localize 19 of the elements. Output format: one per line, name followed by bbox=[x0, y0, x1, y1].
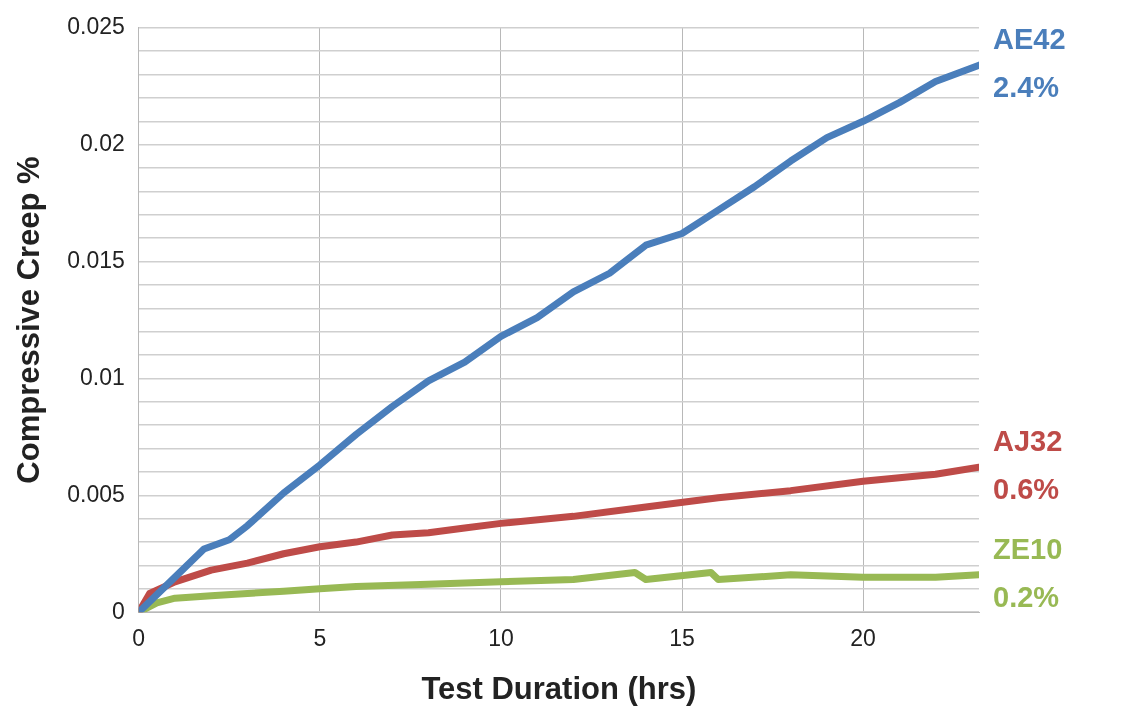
y-tick-label: 0.025 bbox=[67, 13, 125, 40]
series-label: AE42 bbox=[993, 23, 1066, 56]
y-tick-label: 0.02 bbox=[79, 130, 125, 157]
series-label: ZE10 bbox=[993, 532, 1063, 565]
y-tick-label: 0.015 bbox=[67, 246, 125, 273]
x-tick-label: 5 bbox=[313, 625, 327, 652]
x-tick-label: 10 bbox=[488, 625, 514, 652]
series-label: AJ32 bbox=[993, 425, 1063, 458]
y-tick-label: 0 bbox=[111, 597, 125, 624]
text: 0.2% bbox=[993, 580, 1060, 613]
x-tick-label: 0 bbox=[132, 625, 146, 652]
x-tick-label: 15 bbox=[669, 625, 695, 652]
text: 0.6% bbox=[993, 473, 1060, 506]
y-tick-label: 0.01 bbox=[79, 363, 125, 390]
text: 2.4% bbox=[993, 71, 1060, 104]
y-tick-label: 0.005 bbox=[67, 480, 125, 507]
x-tick-label: 20 bbox=[850, 625, 876, 652]
x-axis-title: Test Duration (hrs) bbox=[421, 670, 697, 706]
y-axis-title: Compressive Creep % bbox=[11, 156, 47, 484]
